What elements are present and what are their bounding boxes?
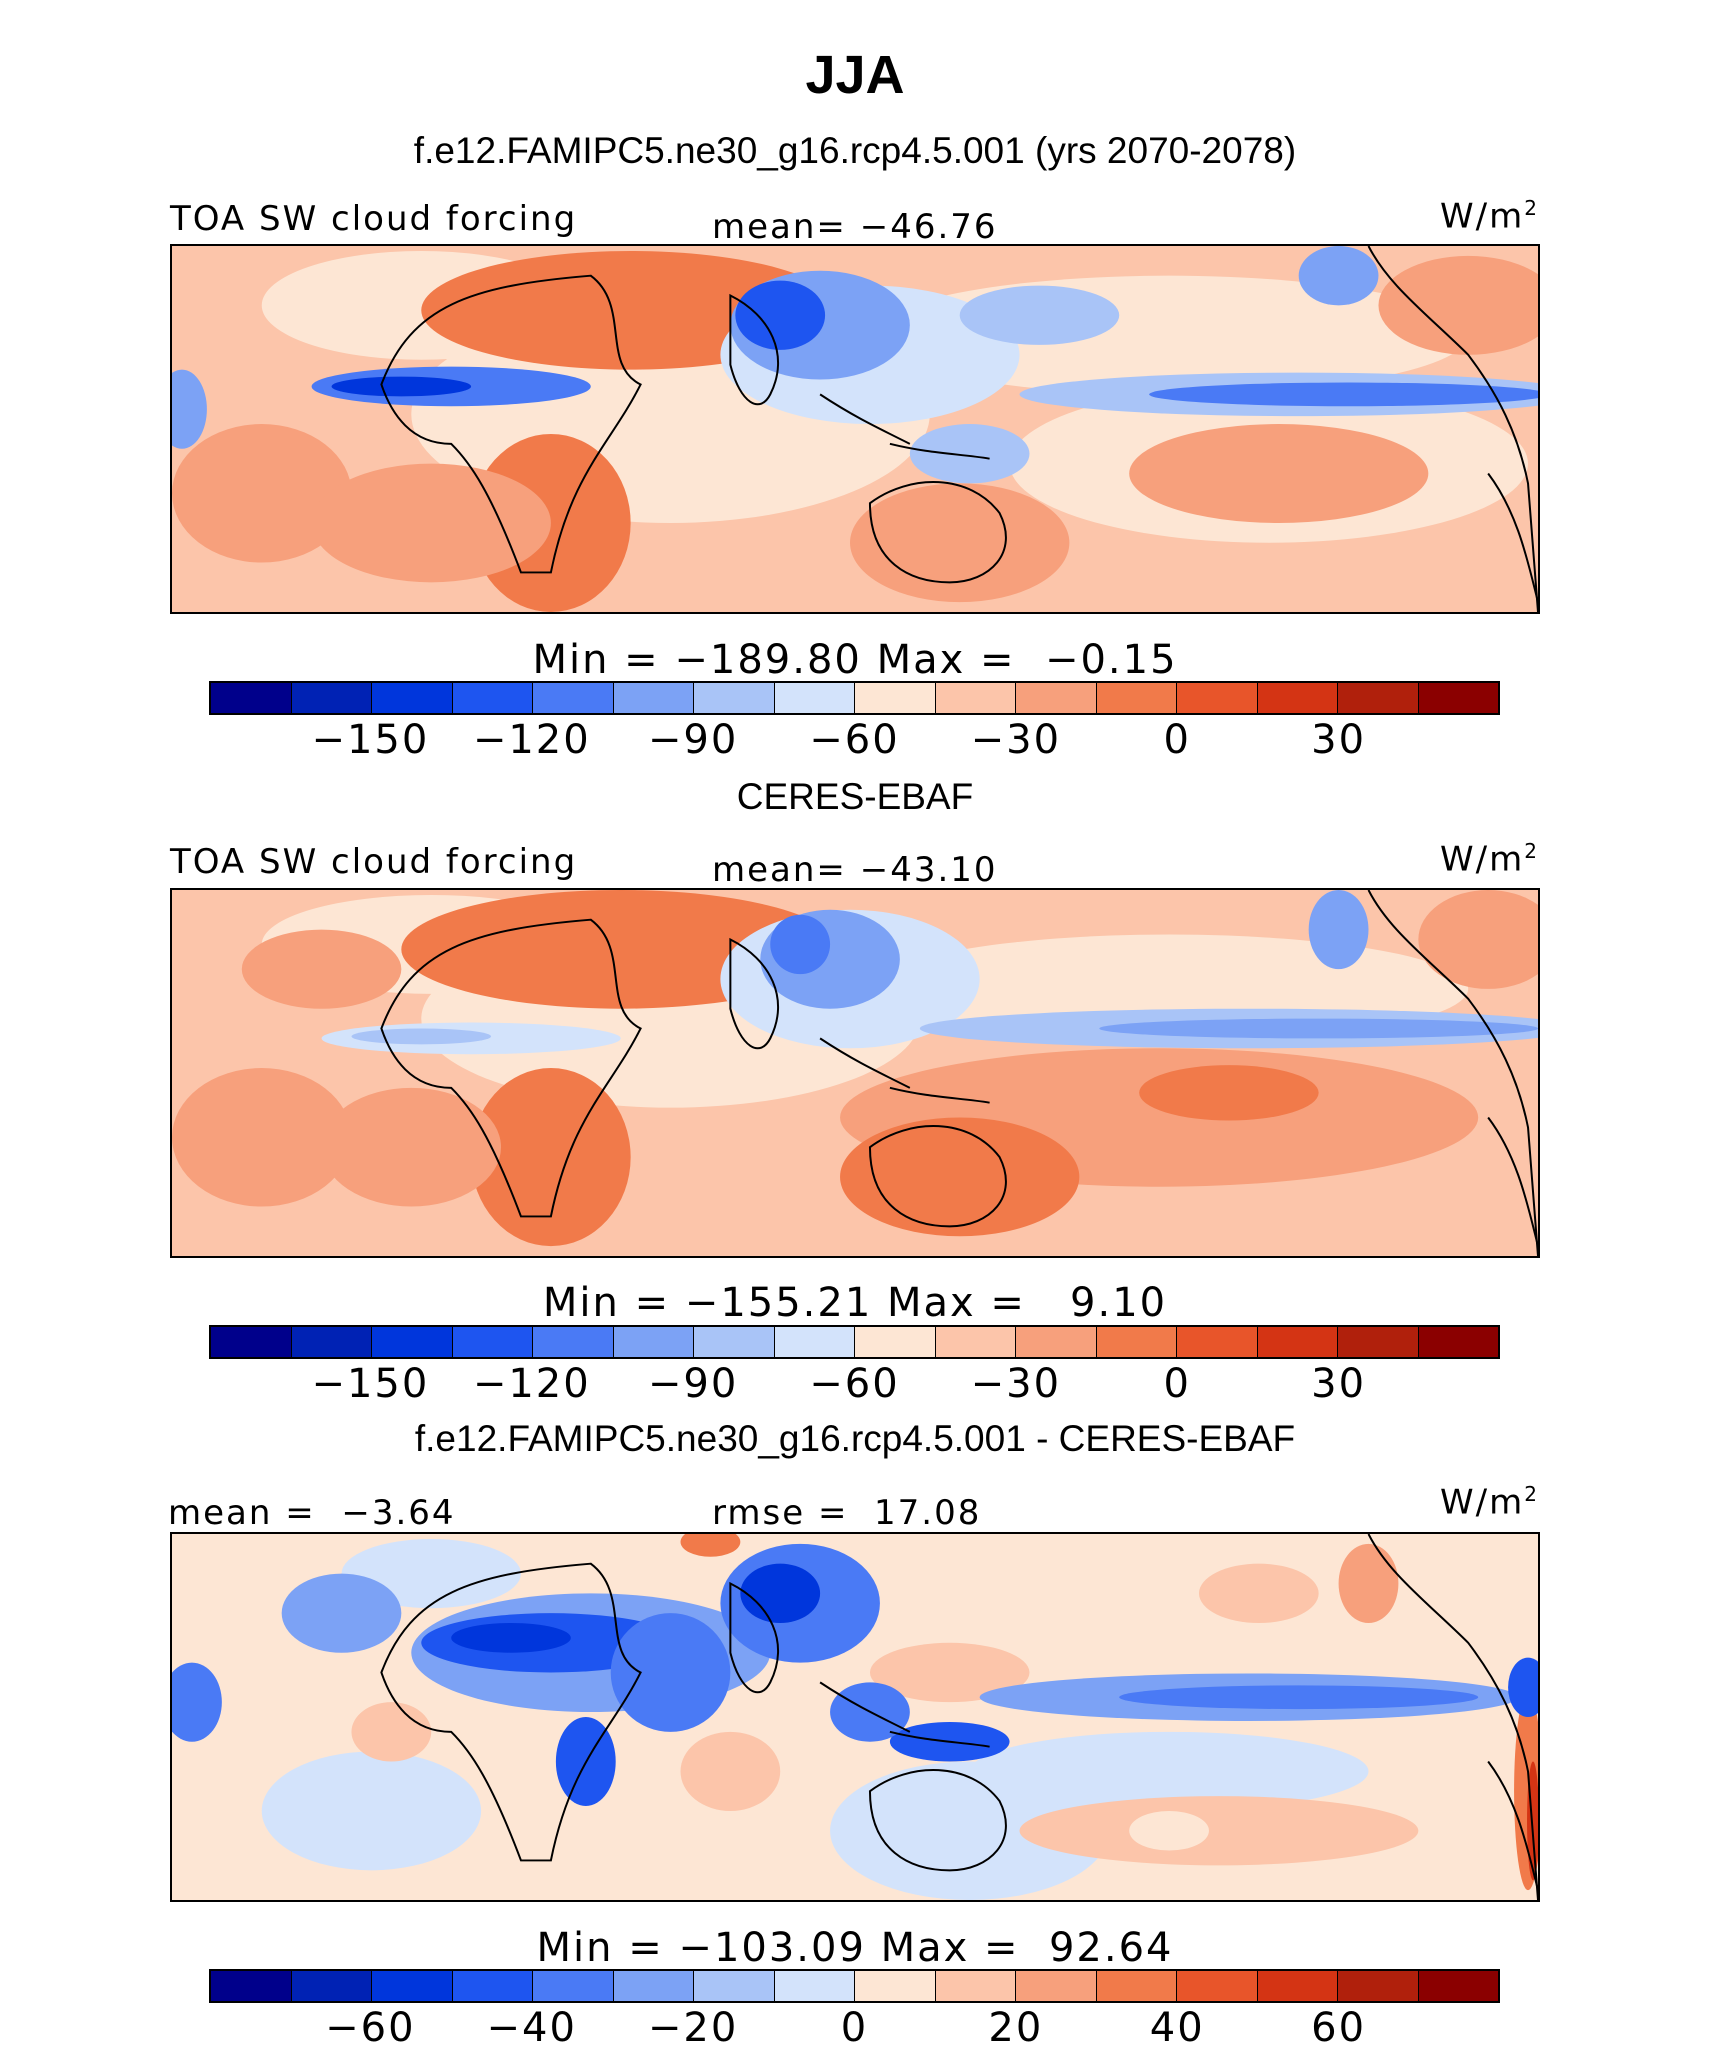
colorbar-cell (1096, 1971, 1177, 2001)
colorbar-cell (694, 683, 775, 713)
panel-1-tick: 30 (1311, 717, 1367, 763)
panel-2-tick: −120 (472, 1361, 591, 1407)
colorbar-cell (372, 1971, 453, 2001)
colorbar-cell (855, 1971, 936, 2001)
panel-3-colorbar (209, 1969, 1500, 2003)
colorbar-cell (1338, 1327, 1419, 1357)
colorbar-cell (452, 1327, 533, 1357)
colorbar-cell (613, 683, 694, 713)
colorbar-cell (855, 683, 936, 713)
panel-3-tick: −60 (325, 2005, 416, 2051)
panel-1-mean-label: mean= −46.76 (712, 207, 998, 247)
panel-3-minmax: Min = −103.09 Max = 92.64 (536, 1925, 1174, 1971)
colorbar-cell (291, 1971, 372, 2001)
panel-2-tick: −90 (647, 1361, 739, 1407)
panel-1-colorbar-ticks: −150 −120 −90 −60 −30 0 30 (209, 720, 1500, 766)
panel-2-colorbar (209, 1325, 1500, 1359)
colorbar-cell (1096, 1327, 1177, 1357)
panel-3-rmse-label: rmse = 17.08 (712, 1493, 982, 1533)
panel-2-mean-label: mean= −43.10 (712, 850, 998, 890)
panel-1-colorbar (209, 681, 1500, 715)
panel-2-map (170, 888, 1540, 1258)
colorbar-cell (1418, 683, 1498, 713)
colorbar-cell (1257, 683, 1338, 713)
panel-3-units: W/m2 (1440, 1482, 1539, 1523)
panel-1-tick: −60 (809, 717, 900, 763)
panel-1-tick: 0 (1163, 717, 1191, 763)
colorbar-cell (774, 1327, 855, 1357)
colorbar-cell (533, 683, 614, 713)
panel-3-tick: 0 (840, 2005, 869, 2051)
panel-1-heading: f.e12.FAMIPC5.ne30_g16.rcp4.5.001 (yrs 2… (413, 130, 1297, 171)
panel-2-tick: −150 (311, 1361, 430, 1407)
panel-2-map-field (172, 890, 1538, 1256)
panel-1-tick: −30 (970, 717, 1062, 763)
colorbar-cell (613, 1327, 694, 1357)
panel-1-map-field (172, 246, 1538, 612)
colorbar-cell (291, 683, 372, 713)
colorbar-cell (1418, 1971, 1498, 2001)
colorbar-cell (1177, 1971, 1258, 2001)
panel-2-heading: CERES-EBAF (736, 776, 974, 817)
colorbar-cell (211, 1327, 292, 1357)
colorbar-cell (533, 1327, 614, 1357)
colorbar-cell (1418, 1327, 1498, 1357)
panel-3-tick: 20 (988, 2005, 1044, 2051)
panel-3-tick: 60 (1311, 2005, 1367, 2051)
colorbar-cell (1016, 1971, 1097, 2001)
panel-1-tick: −150 (311, 717, 430, 763)
panel-3-tick: −20 (647, 2005, 739, 2051)
panel-1-tick: −90 (647, 717, 739, 763)
panel-2-tick: −30 (970, 1361, 1062, 1407)
panel-2-tick: 30 (1311, 1361, 1367, 1407)
colorbar-cell (1177, 683, 1258, 713)
panel-1-units: W/m2 (1440, 196, 1539, 237)
colorbar-cell (935, 683, 1016, 713)
panel-1-minmax: Min = −189.80 Max = −0.15 (532, 637, 1178, 683)
panel-2-colorbar-ticks: −150 −120 −90 −60 −30 0 30 (209, 1364, 1500, 1410)
panel-2-tick: −60 (809, 1361, 900, 1407)
colorbar-cell (935, 1971, 1016, 2001)
panel-1-variable-label: TOA SW cloud forcing (170, 199, 578, 239)
colorbar-cell (1338, 683, 1419, 713)
colorbar-cell (774, 683, 855, 713)
colorbar-cell (1257, 1327, 1338, 1357)
colorbar-cell (211, 683, 292, 713)
colorbar-cell (452, 683, 533, 713)
panel-3-tick: −40 (486, 2005, 577, 2051)
colorbar-cell (1177, 1327, 1258, 1357)
panel-3-map (170, 1532, 1540, 1902)
panel-3-map-field (172, 1534, 1538, 1900)
colorbar-cell (774, 1971, 855, 2001)
colorbar-cell (1016, 1327, 1097, 1357)
colorbar-cell (372, 683, 453, 713)
panel-3-heading: f.e12.FAMIPC5.ne30_g16.rcp4.5.001 - CERE… (414, 1418, 1296, 1459)
panel-3-colorbar-ticks: −60 −40 −20 0 20 40 60 (209, 2008, 1500, 2054)
colorbar-cell (694, 1327, 775, 1357)
colorbar-cell (372, 1327, 453, 1357)
colorbar-cell (1338, 1971, 1419, 2001)
colorbar-cell (211, 1971, 292, 2001)
panel-3-tick: 40 (1149, 2005, 1205, 2051)
panel-2-minmax: Min = −155.21 Max = 9.10 (542, 1280, 1168, 1326)
panel-2-tick: 0 (1163, 1361, 1191, 1407)
colorbar-cell (855, 1327, 936, 1357)
colorbar-cell (694, 1971, 775, 2001)
colorbar-cell (533, 1971, 614, 2001)
colorbar-cell (1096, 683, 1177, 713)
colorbar-cell (613, 1971, 694, 2001)
panel-2-units: W/m2 (1440, 839, 1539, 880)
panel-2-variable-label: TOA SW cloud forcing (170, 842, 578, 882)
colorbar-cell (935, 1327, 1016, 1357)
figure-title: JJA (805, 45, 905, 105)
panel-1-tick: −120 (472, 717, 591, 763)
colorbar-cell (452, 1971, 533, 2001)
colorbar-cell (1257, 1971, 1338, 2001)
panel-3-mean-label: mean = −3.64 (168, 1493, 456, 1533)
colorbar-cell (1016, 683, 1097, 713)
panel-1-map (170, 244, 1540, 614)
colorbar-cell (291, 1327, 372, 1357)
